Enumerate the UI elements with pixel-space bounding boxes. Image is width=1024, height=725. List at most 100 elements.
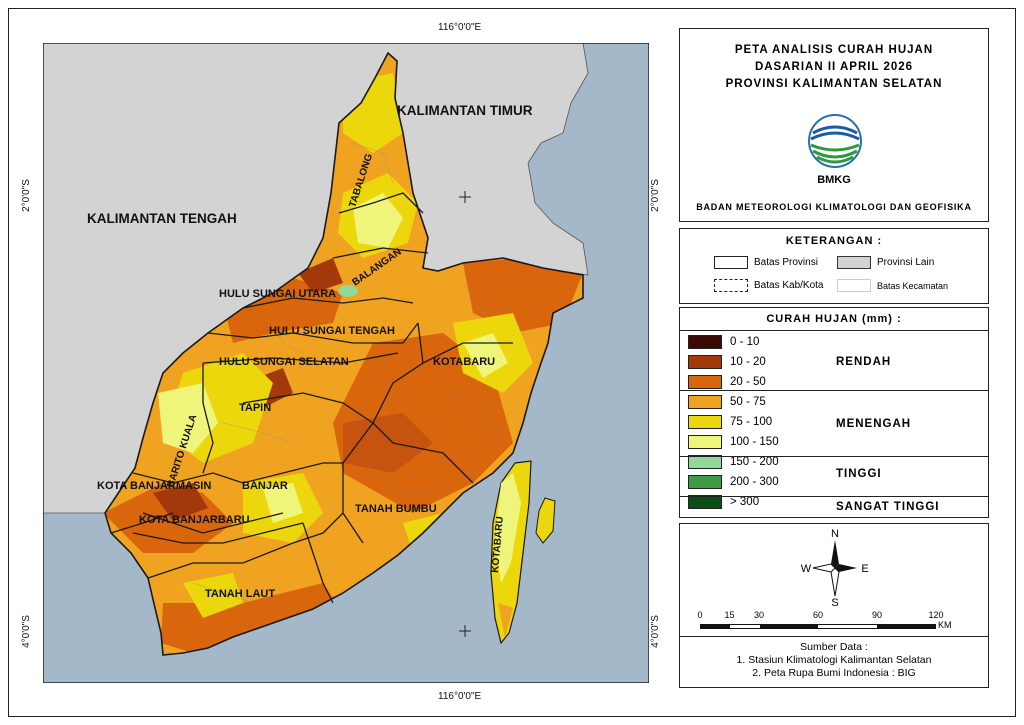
label-banjarbaru: KOTA BANJARBARU xyxy=(139,514,250,526)
legend-title: KETERANGAN : xyxy=(785,235,883,247)
pulau-laut-high-rain xyxy=(495,473,521,583)
rainfall-class-0: 0 - 10 xyxy=(688,335,759,349)
label-hss: HULU SUNGAI SELATAN xyxy=(219,356,349,368)
kecamatan-boundaries xyxy=(192,142,514,604)
compass-n: N xyxy=(831,528,839,540)
sep-rendah xyxy=(680,390,988,391)
scale-tick-label: 0 xyxy=(697,610,703,620)
rainfall-class-label: > 300 xyxy=(730,496,760,508)
category-menengah: MENENGAH xyxy=(836,418,912,430)
rainfall-swatch xyxy=(688,355,722,369)
rainfall-swatch xyxy=(688,495,722,509)
north-arrow-icon: N S W E xyxy=(801,528,869,606)
pulau-laut-south xyxy=(498,603,513,638)
swatch-batas-kecamatan xyxy=(837,279,871,292)
legend-batas-provinsi: Batas Provinsi xyxy=(714,256,818,269)
scale-tick-label: 90 xyxy=(871,610,883,620)
label-tanahbumbu: TANAH BUMBU xyxy=(355,503,437,515)
scale-bar xyxy=(700,624,936,629)
legend-batas-kecamatan-label: Batas Kecamatan xyxy=(877,280,949,291)
sep-tinggi xyxy=(680,496,988,497)
rainfall-class-label: 20 - 50 xyxy=(730,376,766,388)
title-line-2: DASARIAN II APRIL 2026 xyxy=(754,61,914,73)
rainfall-swatch xyxy=(688,455,722,469)
rainfall-swatch xyxy=(688,475,722,489)
source-sep xyxy=(680,636,988,637)
label-kalteng: KALIMANTAN TENGAH xyxy=(87,211,237,226)
rainfall-legend-panel: CURAH HUJAN (mm) : 0 - 10 10 - 20 20 - 50 5… xyxy=(679,307,989,518)
title-panel: PETA ANALISIS CURAH HUJAN DASARIAN II AP… xyxy=(679,28,989,222)
rainfall-class-1: 10 - 20 xyxy=(688,355,766,369)
compass-w: W xyxy=(801,563,812,575)
rainfall-class-2: 20 - 50 xyxy=(688,375,766,389)
label-tanahlaut: TANAH LAUT xyxy=(205,588,275,600)
label-kotabaru-main: KOTABARU xyxy=(433,356,495,368)
legend-provinsi-lain-label: Provinsi Lain xyxy=(877,257,935,268)
swatch-batas-kabkota xyxy=(714,279,748,292)
source-line-2: 2. Peta Rupa Bumi Indonesia : BIG xyxy=(752,667,916,679)
title-line-1: PETA ANALISIS CURAH HUJAN xyxy=(734,44,934,56)
sep-menengah xyxy=(680,456,988,457)
label-kotabaru-island: KOTABARU xyxy=(490,516,506,573)
rainfall-map: KALIMANTAN TIMUR KALIMANTAN TENGAH TABAL… xyxy=(43,43,649,683)
agency-name: BADAN METEOROLOGI KLIMATOLOGI DAN GEOFIS… xyxy=(696,202,972,212)
rainfall-class-4: 75 - 100 xyxy=(688,415,772,429)
swatch-provinsi-lain xyxy=(837,256,871,269)
rainfall-swatch xyxy=(688,335,722,349)
rainfall-swatch xyxy=(688,375,722,389)
rainfall-class-7: 200 - 300 xyxy=(688,475,779,489)
label-tapin: TAPIN xyxy=(239,402,271,414)
rainfall-sep-top xyxy=(680,330,988,331)
scale-tick-label: 30 xyxy=(753,610,765,620)
kabkota-boundaries xyxy=(110,192,513,604)
rainfall-class-label: 10 - 20 xyxy=(730,356,766,368)
rainfall-class-label: 100 - 150 xyxy=(730,436,779,448)
legend-panel: KETERANGAN : Batas Provinsi Provinsi Lai… xyxy=(679,228,989,304)
pulau-sebuku-island xyxy=(535,497,556,544)
rainfall-title: CURAH HUJAN (mm) : xyxy=(766,313,902,325)
label-hsu: HULU SUNGAI UTARA xyxy=(219,288,336,300)
compass-e: E xyxy=(861,563,868,575)
rainfall-class-label: 150 - 200 xyxy=(730,456,779,468)
coord-left-lower: 4°0'0"S xyxy=(20,615,32,648)
label-banjarmasin: KOTA BANJARMASIN xyxy=(97,480,211,492)
rainfall-class-label: 0 - 10 xyxy=(730,336,760,348)
legend-provinsi-lain: Provinsi Lain xyxy=(837,256,934,269)
rainfall-class-3: 50 - 75 xyxy=(688,395,766,409)
scale-unit: KM xyxy=(938,620,952,630)
legend-batas-kecamatan: Batas Kecamatan xyxy=(837,279,948,292)
rainfall-class-label: 75 - 100 xyxy=(730,416,773,428)
category-tinggi: TINGGI xyxy=(836,468,882,480)
legend-batas-provinsi-label: Batas Provinsi xyxy=(754,257,818,268)
rainfall-swatch xyxy=(688,415,722,429)
coord-top: 116°0'0"E xyxy=(438,22,482,33)
legend-batas-kabkota-label: Batas Kab/Kota xyxy=(754,280,824,291)
rainfall-swatch xyxy=(688,395,722,409)
scale-tick-label: 60 xyxy=(812,610,824,620)
coord-bottom: 116°0'0"E xyxy=(438,691,482,702)
grid-crosses xyxy=(459,191,471,637)
title-line-3: PROVINSI KALIMANTAN SELATAN xyxy=(725,78,943,90)
compass-scale-panel: N S W E 0 15 30 60 90 120 KM Sumber Data : 1.… xyxy=(679,523,989,688)
source-title: Sumber Data : xyxy=(800,641,868,653)
rainfall-class-5: 100 - 150 xyxy=(688,435,779,449)
rainfall-class-label: 200 - 300 xyxy=(730,476,779,488)
coord-right-lower: 4°0'0"S xyxy=(649,615,661,648)
label-hst: HULU SUNGAI TENGAH xyxy=(269,325,395,337)
label-kaltim: KALIMANTAN TIMUR xyxy=(397,103,533,118)
map-frame xyxy=(8,8,1016,717)
rainfall-class-6: 150 - 200 xyxy=(688,455,779,469)
scale-tick-label: 120 xyxy=(928,610,944,620)
rainfall-class-label: 50 - 75 xyxy=(730,396,766,408)
label-banjar: BANJAR xyxy=(242,480,288,492)
source-line-1: 1. Stasiun Klimatologi Kalimantan Selata… xyxy=(736,654,932,666)
swatch-batas-provinsi xyxy=(714,256,748,269)
bmkg-logo-icon xyxy=(807,113,863,169)
category-sangat-tinggi: SANGAT TINGGI xyxy=(836,501,940,513)
compass-s: S xyxy=(831,597,838,606)
category-rendah: RENDAH xyxy=(836,356,892,368)
legend-batas-kabkota: Batas Kab/Kota xyxy=(714,279,824,292)
rainfall-class-8: > 300 xyxy=(688,495,759,509)
coord-right-upper: 2°0'0"S xyxy=(649,179,661,212)
bmkg-logo-text: BMKG xyxy=(817,174,851,186)
